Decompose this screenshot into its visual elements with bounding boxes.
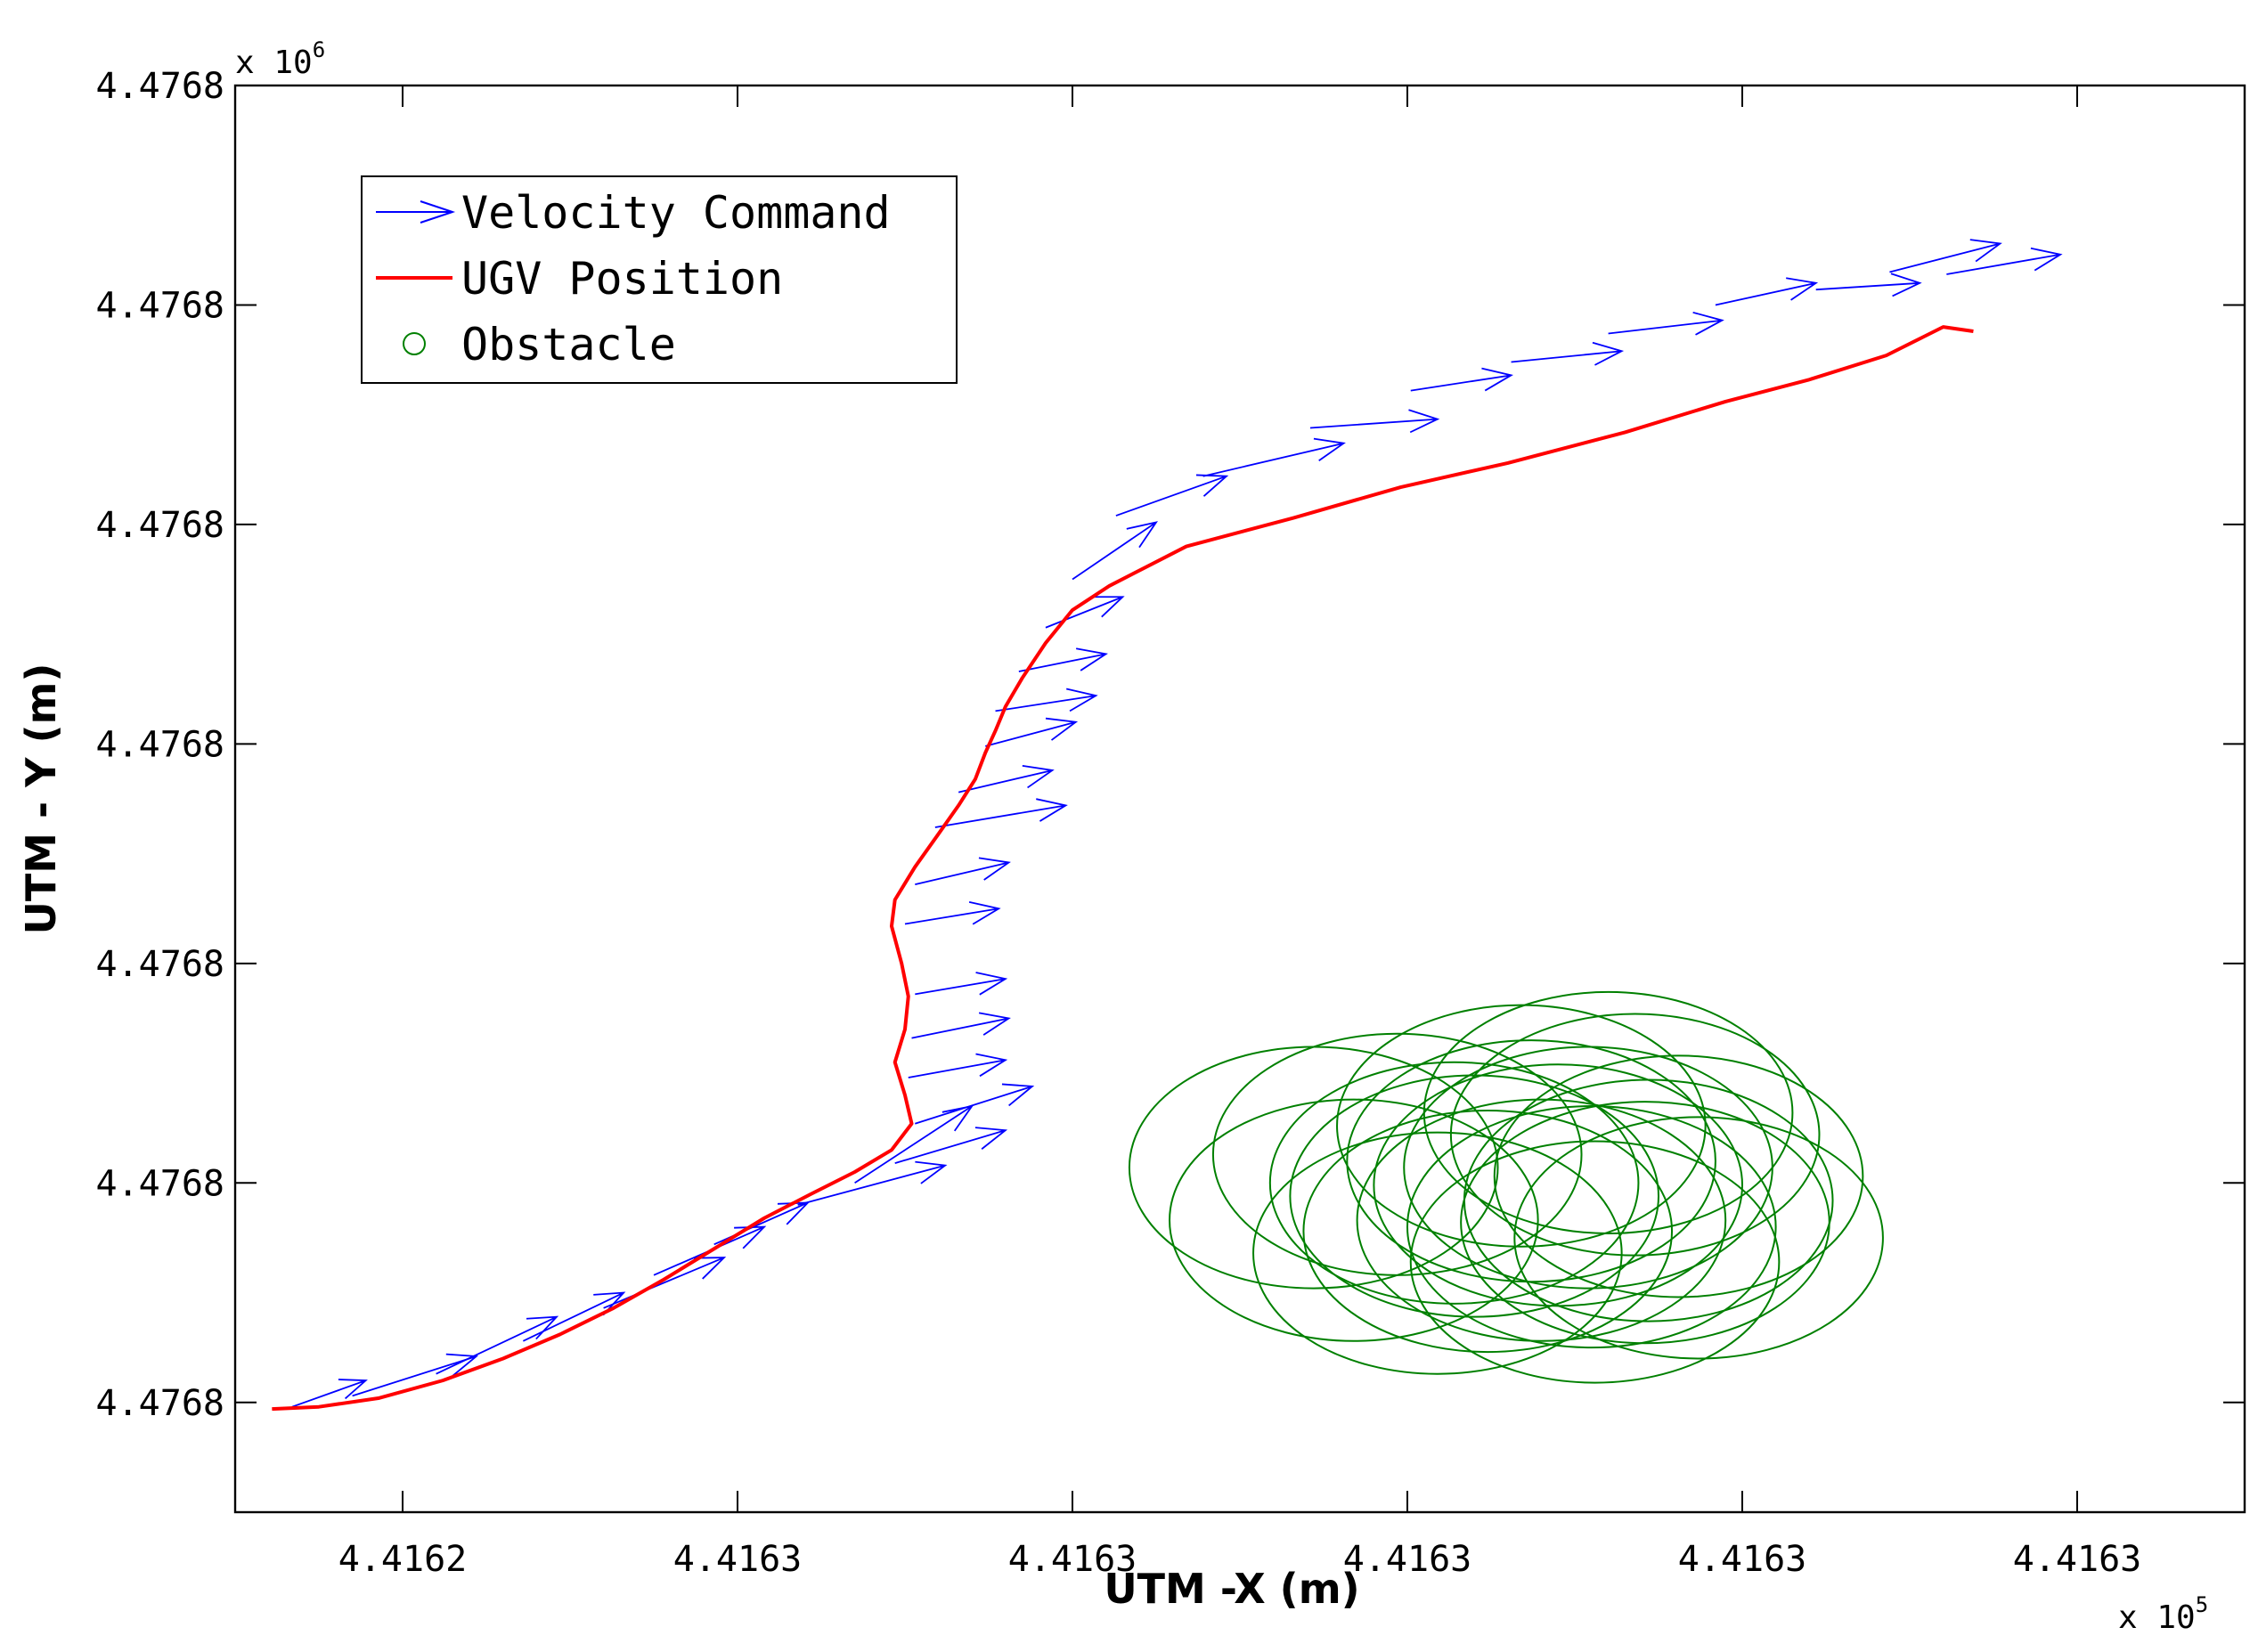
velocity-arrow	[915, 857, 1011, 885]
velocity-arrow	[1715, 277, 1819, 306]
legend: Velocity Command UGV Position Obstacle	[361, 175, 958, 384]
velocity-arrow	[797, 1160, 948, 1206]
legend-circle-swatch	[403, 332, 426, 355]
velocity-arrow	[1889, 239, 2002, 273]
y-tick-label: 4.4768	[96, 285, 225, 326]
velocity-arrow	[958, 764, 1055, 793]
legend-label-ugv-position: UGV Position	[461, 253, 783, 305]
velocity-arrow	[603, 1257, 727, 1309]
obstacle-circle	[1513, 1116, 1884, 1360]
x-exponent-label: x 105	[2118, 1592, 2208, 1636]
obstacle-circle	[1356, 1098, 1727, 1342]
legend-item-ugv-position: UGV Position	[376, 253, 783, 305]
legend-item-obstacle: Obstacle	[403, 319, 676, 370]
obstacle-circle	[1169, 1098, 1539, 1342]
velocity-arrow	[522, 1291, 626, 1342]
ugv-position-layer	[272, 325, 1974, 1412]
x-axis-title: UTM -X (m)	[1104, 1565, 1359, 1613]
y-tick-label: 4.4768	[96, 505, 225, 546]
x-tick-label: 4.4163	[1343, 1539, 1472, 1580]
y-tick-label: 4.4768	[96, 944, 225, 985]
axes-box	[233, 84, 2246, 1514]
velocity-arrow	[995, 688, 1098, 712]
obstacle-circle	[1268, 1061, 1640, 1305]
velocity-arrow	[1410, 367, 1513, 392]
x-tick-label: 4.4163	[1008, 1539, 1137, 1580]
obstacle-circle	[1302, 1109, 1674, 1354]
obstacle-circle	[1449, 1013, 1821, 1257]
obstacle-layer	[1128, 990, 1884, 1384]
obstacle-circle	[1252, 1131, 1623, 1375]
velocity-arrow	[291, 1379, 368, 1408]
velocity-arrow	[904, 901, 1001, 925]
legend-item-velocity-command: Velocity Command	[376, 187, 891, 239]
velocity-arrow	[1815, 273, 1922, 297]
y-tick-label: 4.4768	[96, 724, 225, 765]
obstacle-circle	[1336, 1004, 1707, 1248]
legend-arrow-head	[420, 200, 456, 224]
plot-area	[272, 239, 2063, 1412]
y-tick-label: 4.4768	[96, 1383, 225, 1424]
y-tick-label: 4.4768	[96, 1163, 225, 1204]
y-axis-title: UTM - Y (m)	[17, 663, 65, 935]
velocity-arrow	[1309, 409, 1440, 434]
obstacle-circle	[1409, 1140, 1781, 1384]
velocity-arrow	[894, 1127, 1008, 1164]
legend-box	[361, 175, 958, 384]
legend-label-velocity-command: Velocity Command	[461, 187, 891, 239]
velocity-arrow	[908, 1053, 1008, 1078]
velocity-arrow	[934, 798, 1068, 828]
x-tick-label: 4.4163	[2013, 1539, 2142, 1580]
y-ticks: 4.4768 4.4768 4.4768 4.4768 4.4768 4.4768 4.47…	[96, 66, 2245, 1424]
velocity-arrow	[985, 717, 1079, 747]
velocity-arrow	[915, 972, 1008, 996]
velocity-arrow	[352, 1353, 479, 1397]
x-ticks: 4.4162 4.4163 4.4163 4.4163 4.4163 4.4163	[338, 85, 2142, 1580]
x-tick-label: 4.4163	[1678, 1539, 1807, 1580]
velocity-arrow	[1202, 437, 1346, 477]
x-tick-label: 4.4162	[338, 1539, 468, 1580]
ugv-position-line	[272, 325, 1974, 1412]
velocity-arrow	[915, 1083, 1035, 1125]
velocity-command-layer	[291, 239, 2063, 1408]
velocity-arrow	[1018, 647, 1108, 672]
velocity-arrow	[1072, 521, 1159, 581]
legend-label-obstacle: Obstacle	[461, 319, 676, 370]
obstacle-circle	[1460, 1101, 1830, 1345]
velocity-arrow	[1946, 247, 2063, 275]
obstacle-circle	[1211, 1032, 1583, 1276]
obstacle-circle	[1403, 1046, 1773, 1290]
velocity-arrow	[1608, 311, 1724, 336]
velocity-arrow	[1511, 341, 1625, 366]
obstacle-circle	[1493, 1054, 1864, 1298]
y-tick-label: 4.4768	[96, 66, 225, 107]
velocity-arrow	[911, 1012, 1011, 1039]
x-tick-label: 4.4163	[673, 1539, 803, 1580]
y-exponent-label: x 106	[235, 37, 325, 81]
velocity-arrow	[1045, 596, 1125, 629]
